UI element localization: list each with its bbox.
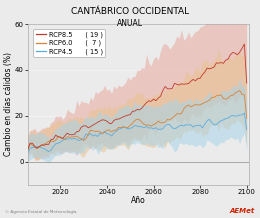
- Text: AEMet: AEMet: [230, 208, 255, 214]
- Text: CANTÁBRICO OCCIDENTAL: CANTÁBRICO OCCIDENTAL: [71, 7, 189, 15]
- X-axis label: Año: Año: [131, 196, 146, 205]
- Text: © Agencia Estatal de Meteorología: © Agencia Estatal de Meteorología: [5, 210, 77, 214]
- Y-axis label: Cambio en días cálidos (%): Cambio en días cálidos (%): [4, 52, 13, 156]
- Legend: RCP8.5      ( 19 ), RCP6.0      (  7 ), RCP4.5      ( 15 ): RCP8.5 ( 19 ), RCP6.0 ( 7 ), RCP4.5 ( 15…: [33, 29, 105, 57]
- Text: ANUAL: ANUAL: [117, 19, 143, 27]
